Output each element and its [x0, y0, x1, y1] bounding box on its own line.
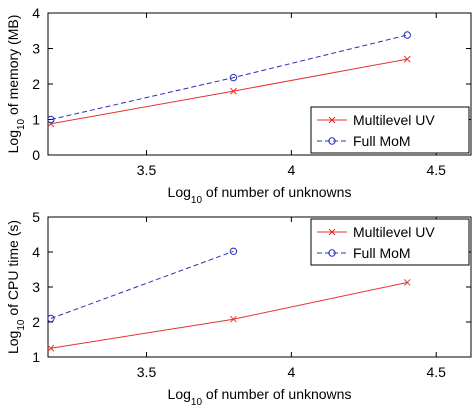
x-tick-label: 4: [287, 162, 295, 178]
x-tick-label: 4.5: [426, 162, 446, 178]
x-tick-label: 4: [287, 364, 295, 380]
legend-marker: [328, 116, 336, 124]
marker: [229, 73, 238, 82]
marker: [229, 247, 238, 256]
y-axis-label: Log10 of memory (MB): [5, 15, 27, 154]
y-tick-label: 0: [32, 147, 40, 163]
series-line: [50, 34, 408, 120]
series-line: [50, 250, 234, 319]
marker: [403, 279, 411, 286]
y-tick-label: 3: [32, 41, 40, 57]
legend-label: Multilevel UV: [353, 112, 435, 128]
marker: [47, 314, 55, 323]
y-tick-label: 2: [32, 76, 40, 92]
legend-marker: [328, 249, 336, 257]
y-axis-label: Log10 of CPU time (s): [5, 220, 27, 354]
x-tick-label: 3.5: [137, 364, 157, 380]
x-axis-label-part: Log: [168, 184, 191, 200]
y-axis-label-part: Log: [5, 331, 21, 354]
legend-label: Multilevel UV: [353, 224, 435, 240]
y-tick-label: 4: [32, 244, 40, 260]
y-tick-label: 1: [32, 112, 40, 128]
x-axis-label-part: of number of unknowns: [202, 386, 351, 402]
y-axis-label-part: Log: [5, 130, 21, 153]
legend-box: [310, 218, 470, 266]
y-axis-label-part: of CPU time (s): [5, 220, 21, 320]
y-axis-label-part: of memory (MB): [5, 15, 21, 119]
legend-label: Full MoM: [353, 133, 411, 149]
y-tick-label: 3: [32, 279, 40, 295]
x-axis-label-part: Log: [168, 386, 191, 402]
legend-marker: [328, 228, 336, 236]
x-axis-label: Log10 of number of unknowns: [168, 386, 352, 408]
legend-marker: [328, 137, 336, 145]
y-tick-label: 5: [32, 209, 40, 225]
x-axis-label-part: 10: [191, 397, 203, 408]
x-tick-label: 3.5: [137, 162, 157, 178]
marker: [230, 87, 237, 95]
y-tick-label: 1: [32, 349, 40, 365]
y-tick-label: 4: [32, 5, 40, 21]
x-axis-label-part: of number of unknowns: [202, 184, 351, 200]
marker: [230, 315, 237, 323]
legend: Multilevel UV Full MoM: [310, 106, 470, 154]
y-axis-label-part: 10: [16, 319, 27, 331]
legend-label: Full MoM: [353, 245, 411, 261]
x-tick-label: 4.5: [426, 364, 446, 380]
x-axis-label: Log10 of number of unknowns: [168, 184, 352, 206]
y-axis-label-part: 10: [16, 118, 27, 130]
marker: [403, 55, 411, 63]
marker: [47, 115, 55, 124]
legend-box: [310, 106, 470, 154]
x-axis-label-part: 10: [191, 195, 203, 206]
legend: Multilevel UV Full MoM: [310, 218, 470, 266]
y-tick-label: 2: [32, 314, 40, 330]
marker: [47, 344, 55, 352]
marker: [403, 31, 411, 39]
